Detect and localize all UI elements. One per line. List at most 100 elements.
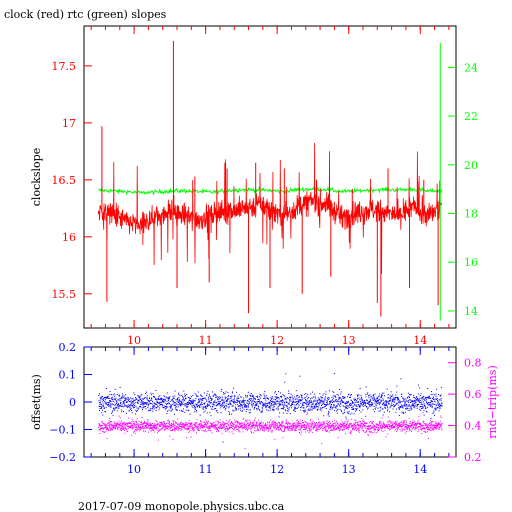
rndtrip-points-point — [285, 423, 287, 425]
rndtrip-points-point — [322, 421, 324, 423]
rndtrip-points-point — [233, 426, 235, 428]
rndtrip-points-point — [99, 424, 101, 426]
rndtrip-points-point — [110, 430, 111, 432]
offset-points-point — [366, 393, 368, 395]
rndtrip-points-point — [200, 422, 202, 424]
offset-points-point — [386, 405, 388, 407]
rndtrip-points-point — [236, 420, 237, 422]
rndtrip-points-point — [309, 429, 311, 430]
rndtrip-points-point — [140, 421, 142, 423]
rndtrip-points-point — [136, 418, 138, 420]
offset-points-point — [159, 398, 161, 400]
offset-points-point — [116, 405, 118, 407]
rndtrip-points-point — [265, 424, 267, 426]
offset-points-point — [306, 401, 308, 403]
offset-points-point — [126, 400, 128, 402]
offset-points-point — [200, 398, 201, 400]
offset-points-point — [196, 395, 198, 397]
offset-points-point — [295, 404, 297, 406]
rndtrip-points-point — [130, 425, 132, 427]
offset-points-point — [110, 403, 112, 405]
offset-points-point — [318, 402, 320, 404]
rndtrip-points-point — [215, 425, 217, 426]
offset-points-point — [229, 412, 231, 414]
offset-points-point — [166, 410, 168, 412]
rndtrip-points-point — [122, 429, 124, 430]
offset-points-point — [207, 404, 209, 406]
offset-points-point — [315, 404, 316, 406]
rndtrip-points-point — [144, 425, 146, 427]
offset-points-point — [290, 400, 292, 402]
offset-points-point — [171, 405, 172, 407]
offset-points-point — [188, 397, 190, 399]
rndtrip-points-point — [414, 429, 416, 431]
rndtrip-points-point — [436, 428, 438, 430]
offset-points-point — [185, 397, 187, 399]
offset-points-point — [427, 397, 429, 399]
rndtrip-points-point — [413, 421, 415, 423]
offset-points-point — [110, 406, 112, 408]
rndtrip-points-point — [405, 431, 407, 433]
rndtrip-points-point — [209, 426, 211, 428]
offset-points-point — [279, 392, 281, 394]
rndtrip-points-point — [241, 423, 243, 425]
offset-points-point — [440, 395, 442, 397]
rndtrip-points-point — [334, 429, 336, 431]
rndtrip-points-point — [254, 430, 256, 431]
rndtrip-points-point — [396, 425, 398, 426]
offset-points-point — [328, 415, 330, 417]
offset-points-point — [267, 402, 268, 404]
offset-points-point — [381, 400, 383, 402]
offset-points-point — [329, 408, 331, 410]
rndtrip-points-point — [184, 424, 186, 426]
rndtrip-points-point — [427, 424, 429, 426]
offset-points-point — [237, 403, 238, 405]
rndtrip-points-point — [317, 425, 319, 427]
rndtrip-points-point — [414, 424, 415, 426]
rndtrip-points-point — [324, 425, 326, 427]
rndtrip-points-point — [313, 421, 315, 423]
rndtrip-points-point — [381, 426, 383, 427]
offset-points-point — [141, 407, 143, 409]
rndtrip-points-point — [251, 432, 252, 434]
rndtrip-points-point — [231, 427, 233, 429]
rndtrip-points-point — [303, 422, 305, 424]
rndtrip-points-point — [321, 422, 322, 424]
rndtrip-points-point — [208, 428, 210, 430]
rndtrip-points-point — [344, 428, 345, 430]
offset-points-point — [246, 405, 248, 407]
offset-points-point — [203, 408, 204, 410]
rndtrip-points-point — [322, 426, 324, 428]
rndtrip-points-point — [245, 428, 247, 430]
rndtrip-points-point — [174, 427, 176, 429]
rndtrip-points-point — [172, 424, 174, 426]
offset-points-point — [113, 404, 115, 406]
offset-points-point — [143, 402, 145, 404]
rndtrip-points-point — [145, 426, 147, 428]
offset-points-point — [321, 405, 322, 406]
offset-points-point — [438, 399, 440, 401]
offset-points-point — [149, 398, 151, 400]
offset-points-point — [398, 399, 400, 401]
offset-points-point — [216, 401, 218, 403]
y2-tick-label: 0.4 — [464, 420, 482, 433]
rndtrip-points-point — [435, 427, 437, 429]
rndtrip-points-point — [309, 430, 310, 432]
offset-points-point — [206, 405, 208, 407]
offset-points-point — [347, 396, 348, 398]
offset-points-point — [339, 408, 341, 410]
rndtrip-points-point — [305, 428, 307, 430]
offset-points-point — [241, 400, 243, 402]
offset-points-point — [149, 400, 151, 401]
offset-points-point — [242, 406, 244, 408]
offset-points-point — [410, 407, 412, 409]
rndtrip-points-point — [117, 427, 119, 429]
rndtrip-points-point — [112, 426, 114, 427]
offset-points-point — [241, 401, 243, 403]
rndtrip-points-point — [207, 423, 209, 425]
rndtrip-points-point — [156, 428, 158, 430]
rndtrip-points-point — [439, 426, 441, 428]
rndtrip-points-point — [399, 425, 401, 427]
rndtrip-points-point — [229, 427, 231, 429]
offset-points-point — [185, 398, 187, 400]
